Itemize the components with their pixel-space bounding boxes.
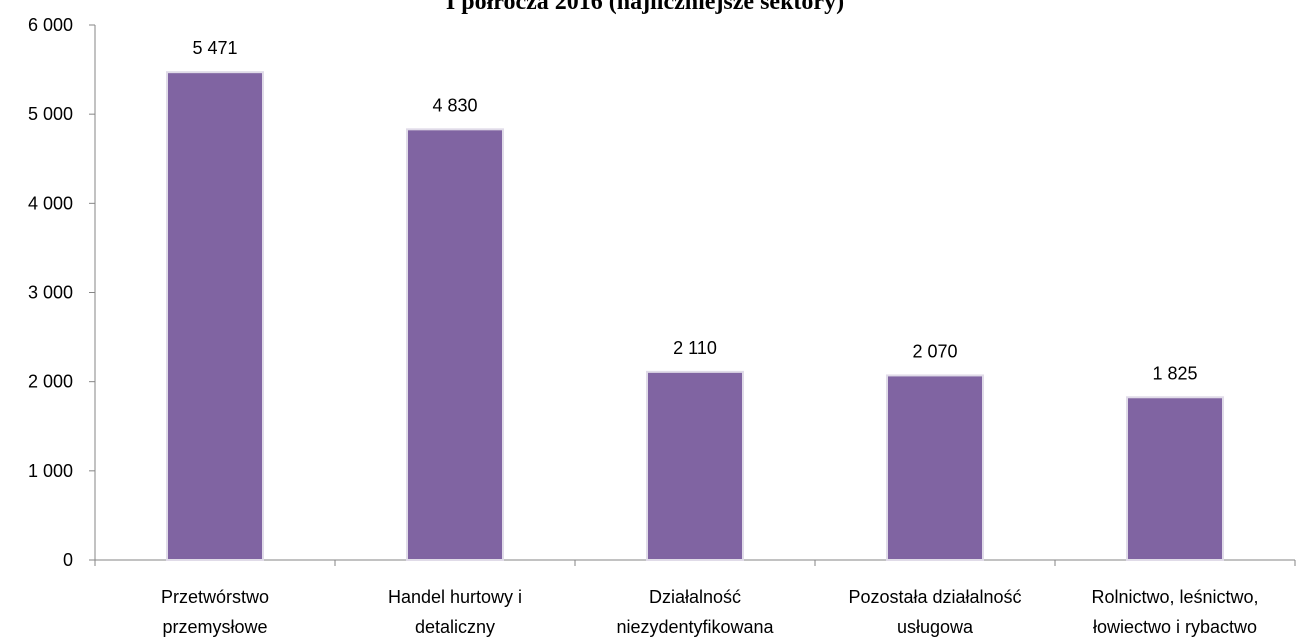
- chart-title: I półrocza 2016 (najliczniejsze sektory): [446, 0, 844, 15]
- x-tick-label: Handel hurtowy i: [388, 587, 522, 607]
- bar: [646, 370, 744, 561]
- bar: [406, 128, 504, 561]
- x-tick-label: usługowa: [897, 617, 974, 637]
- bar: [1126, 396, 1224, 562]
- x-tick-label: łowiectwo i rybactwo: [1093, 617, 1257, 637]
- x-tick-label: detaliczny: [415, 617, 495, 637]
- x-tick-label: Rolnictwo, leśnictwo,: [1091, 587, 1258, 607]
- value-label: 5 471: [192, 38, 237, 58]
- bar: [166, 71, 264, 562]
- value-label: 2 110: [673, 338, 717, 358]
- bar: [886, 374, 984, 561]
- x-tick-label: Działalność: [649, 587, 741, 607]
- x-tick-label: Pozostała działalność: [848, 587, 1021, 607]
- y-tick-label: 1 000: [28, 461, 73, 481]
- value-label: 4 830: [432, 95, 477, 115]
- x-tick-label: niezydentyfikowana: [616, 617, 774, 637]
- x-tick-label: Przetwórstwo: [161, 587, 269, 607]
- value-label: 2 070: [912, 341, 957, 361]
- x-tick-label: przemysłowe: [162, 617, 267, 637]
- y-tick-label: 5 000: [28, 104, 73, 124]
- value-label: 1 825: [1152, 363, 1197, 383]
- y-tick-label: 4 000: [28, 193, 73, 213]
- y-tick-label: 3 000: [28, 283, 73, 303]
- y-tick-label: 0: [63, 550, 73, 570]
- y-tick-label: 2 000: [28, 372, 73, 392]
- y-tick-label: 6 000: [28, 15, 73, 35]
